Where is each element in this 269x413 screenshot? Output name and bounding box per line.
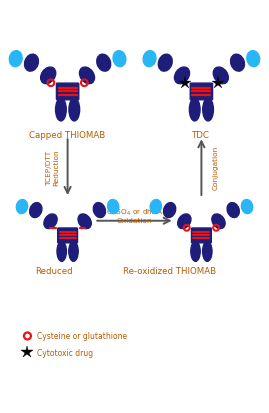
Ellipse shape [203, 99, 213, 122]
Ellipse shape [247, 52, 260, 67]
Text: Re-oxidized THIOMAB: Re-oxidized THIOMAB [123, 267, 216, 275]
Ellipse shape [56, 99, 66, 122]
Text: Capped THIOMAB: Capped THIOMAB [30, 131, 106, 139]
Text: CuSO$_4$ or dhAA: CuSO$_4$ or dhAA [106, 208, 163, 218]
Ellipse shape [79, 68, 94, 85]
Ellipse shape [231, 55, 245, 72]
Ellipse shape [212, 214, 225, 229]
FancyBboxPatch shape [58, 228, 77, 243]
Text: TDC: TDC [192, 131, 210, 139]
Text: Cytotoxic drug: Cytotoxic drug [37, 348, 93, 357]
Ellipse shape [108, 200, 119, 214]
Ellipse shape [143, 52, 156, 67]
Ellipse shape [175, 68, 190, 85]
Ellipse shape [150, 200, 161, 214]
Text: Cysteine or glutathione: Cysteine or glutathione [37, 332, 127, 341]
Ellipse shape [41, 68, 56, 85]
Ellipse shape [78, 214, 91, 229]
Ellipse shape [213, 68, 228, 85]
FancyBboxPatch shape [192, 228, 211, 243]
Ellipse shape [113, 52, 126, 67]
Ellipse shape [9, 52, 22, 67]
Ellipse shape [24, 55, 38, 72]
Ellipse shape [178, 214, 191, 229]
Ellipse shape [16, 200, 28, 214]
Ellipse shape [44, 214, 57, 229]
Ellipse shape [191, 242, 200, 262]
Ellipse shape [164, 203, 176, 218]
FancyBboxPatch shape [190, 84, 213, 100]
Ellipse shape [189, 99, 200, 122]
Ellipse shape [158, 55, 172, 72]
Text: Oxidation: Oxidation [117, 218, 152, 224]
Ellipse shape [69, 242, 78, 262]
Text: Conjugation: Conjugation [213, 146, 219, 190]
Ellipse shape [203, 242, 212, 262]
Ellipse shape [97, 55, 111, 72]
FancyBboxPatch shape [56, 84, 79, 100]
Text: Reduced: Reduced [36, 267, 73, 275]
Ellipse shape [57, 242, 66, 262]
Ellipse shape [93, 203, 105, 218]
Ellipse shape [241, 200, 253, 214]
Text: TCEP/DTT
Reduction: TCEP/DTT Reduction [46, 150, 59, 186]
Ellipse shape [227, 203, 239, 218]
Ellipse shape [69, 99, 80, 122]
Ellipse shape [30, 203, 42, 218]
